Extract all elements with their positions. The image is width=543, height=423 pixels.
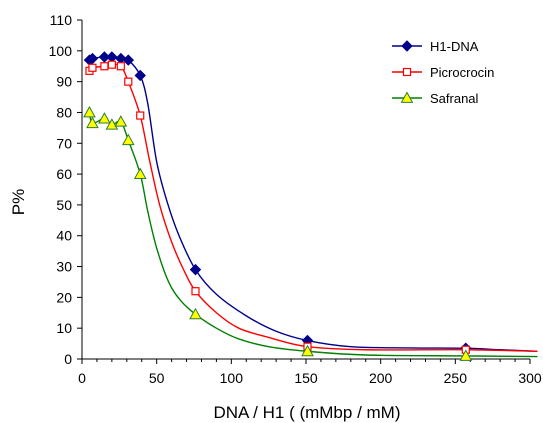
x-axis-label: DNA / H1 ( (mMbp / mM) [213,403,400,422]
data-point-h1-dna [134,69,146,82]
data-point-h1-dna [86,52,99,65]
data-point-picrocrocin [116,62,125,71]
legend-item-picrocrocin: Picrocrocin [392,65,494,80]
series-line-picrocrocin [88,63,538,352]
legend-marker [400,91,414,103]
legend-item-h1-dna: H1-DNA [392,39,479,54]
data-point-picrocrocin [100,62,109,71]
data-point-picrocrocin [191,287,200,296]
y-tick-label: 10 [56,320,72,336]
y-tick-label: 20 [56,289,72,305]
y-tick-label: 70 [56,135,72,151]
series-layer [83,51,538,361]
x-tick-label: 100 [220,370,244,386]
x-tick-label: 0 [78,370,86,386]
legend-item-safranal: Safranal [392,91,479,106]
data-point-picrocrocin [136,111,145,120]
y-tick-label: 40 [56,228,72,244]
data-point-safranal [83,105,96,118]
data-point-safranal [114,115,128,127]
series-safranal [83,105,538,361]
data-point-safranal [121,133,135,146]
y-tick-label: 50 [56,197,72,213]
x-tick-label: 150 [294,370,318,386]
data-point-h1-dna [106,51,118,63]
data-point-safranal [189,307,202,320]
legend-label: Picrocrocin [430,65,494,80]
legend-marker [402,67,412,77]
y-tick-label: 110 [50,12,73,28]
x-tick-label: 300 [518,370,542,386]
legend-label: H1-DNA [430,39,479,54]
data-point-h1-dna [189,263,202,276]
data-point-picrocrocin [88,63,97,72]
series-line-safranal [88,112,538,358]
data-point-h1-dna [122,54,135,66]
data-point-safranal [133,167,147,179]
y-axis-label: P% [9,189,28,215]
y-tick-label: 60 [56,166,72,182]
data-point-safranal [459,349,473,361]
x-axis: 0 50 100 150 200 250 300 [78,359,542,386]
data-point-safranal [98,112,111,124]
data-point-safranal [105,118,119,130]
y-tick-label: 90 [56,74,72,90]
y-tick-label: 0 [64,351,72,367]
data-point-safranal [301,344,314,357]
legend-marker [401,40,413,52]
y-tick-label: 30 [56,259,72,275]
data-point-h1-dna [98,51,111,63]
x-tick-label: 50 [149,370,165,386]
data-point-picrocrocin [124,77,133,86]
legend: H1-DNA Picrocrocin Safranal [392,39,494,106]
data-point-safranal [86,116,99,129]
x-tick-label: 250 [444,370,468,386]
data-point-picrocrocin [107,60,116,69]
y-tick-label: 100 [49,43,73,59]
y-axis: 0 10 20 30 40 50 60 70 80 90 100 110 [49,12,82,367]
x-tick-label: 200 [369,370,393,386]
legend-label: Safranal [430,91,479,106]
y-tick-label: 80 [56,104,72,120]
